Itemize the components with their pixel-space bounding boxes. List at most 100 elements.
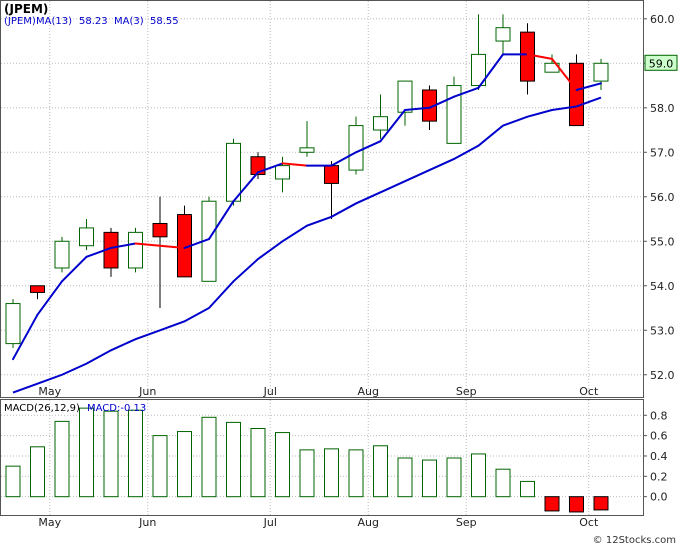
price-tick-label: 56.0	[650, 191, 675, 204]
ma3-segment	[232, 171, 259, 203]
ma3-segment	[61, 255, 88, 283]
ma3-segment	[355, 140, 382, 154]
macd-legend-label: MACD(26,12,9)	[4, 403, 80, 414]
macd-bar	[520, 480, 535, 498]
ma3-segment	[404, 106, 431, 112]
ma3-segment	[36, 280, 63, 316]
macd-bar	[471, 453, 486, 498]
last-price-box	[644, 54, 678, 71]
macd-bar-series	[5, 407, 609, 513]
x-axis-labels-price: May Jun Jul Aug Sep Oct	[38, 385, 599, 398]
macd-bar	[348, 449, 364, 498]
candle-body	[471, 53, 486, 87]
ma3-segment	[477, 53, 504, 89]
macd-y-ticks: 0.0 0.2 0.4 0.6 0.8	[643, 409, 668, 504]
price-panel-frame	[0, 0, 644, 398]
candle-body	[30, 285, 45, 293]
price-tick-label: 58.0	[650, 102, 675, 115]
price-tick-label: 54.0	[650, 280, 675, 293]
price-title: (JPEM)	[4, 2, 48, 16]
candle-body	[275, 165, 290, 180]
macd-bar	[5, 465, 21, 498]
last-price-value: 59.0	[649, 57, 674, 70]
macd-tick-label: 0.4	[650, 450, 668, 463]
macd-bar	[250, 427, 266, 498]
x-tick-label: Aug	[358, 516, 379, 529]
macd-legend-value: MACD:-0.13	[87, 403, 146, 414]
candle-body	[446, 85, 462, 144]
ma3-segment	[575, 82, 602, 91]
candle-body	[569, 62, 584, 127]
macd-bar	[128, 409, 143, 498]
ma3-segment	[257, 162, 284, 174]
macd-bar	[544, 496, 560, 512]
macd-bar	[299, 449, 315, 498]
candle-body	[324, 165, 339, 184]
price-tick-label: 52.0	[650, 369, 675, 382]
ma13-line	[12, 96, 602, 394]
candle-body	[495, 27, 511, 42]
candle-body	[397, 80, 413, 113]
macd-tick-label: 0.2	[650, 470, 668, 483]
candle-body	[593, 62, 609, 82]
ma3-segment	[12, 313, 39, 361]
candle-body	[299, 147, 315, 153]
x-tick-label: Sep	[456, 516, 477, 529]
ma13-legend-value: 58.23	[79, 16, 108, 27]
candle-body	[226, 142, 241, 202]
macd-bar	[54, 420, 70, 498]
candle-body	[520, 31, 535, 82]
ma3-segment	[526, 53, 553, 60]
moving-average-lines	[12, 53, 602, 394]
candle-body	[152, 222, 168, 238]
macd-bar	[275, 432, 290, 498]
candle-body	[128, 231, 143, 269]
candle-body	[348, 125, 364, 171]
macd-bar	[324, 448, 339, 498]
watermark: © 12Stocks.com	[593, 535, 676, 546]
price-tick-label: 57.0	[650, 146, 675, 159]
macd-bar	[103, 410, 119, 498]
macd-bar	[226, 421, 241, 498]
candle-body	[54, 240, 70, 269]
price-tick-label: 53.0	[650, 324, 675, 337]
macd-bar	[30, 446, 45, 498]
x-tick-label: Jul	[263, 385, 277, 398]
macd-bar	[79, 407, 94, 498]
x-tick-label: Aug	[358, 385, 379, 398]
ma3-segment	[85, 246, 112, 258]
ma3-segment	[134, 242, 161, 247]
x-tick-label: Jun	[138, 516, 156, 529]
macd-bar	[152, 435, 168, 498]
ma3-segment	[379, 109, 406, 143]
macd-bar	[373, 445, 388, 498]
candle-body	[5, 303, 21, 345]
ma3-segment	[281, 162, 308, 167]
macd-grid	[1, 400, 643, 515]
x-tick-label: Jul	[263, 516, 277, 529]
price-tick-label: 55.0	[650, 235, 675, 248]
ma13-legend-label: MA(13)	[36, 16, 72, 27]
price-ticker-tag: (JPEM)	[4, 16, 36, 27]
candlestick-series	[5, 14, 609, 349]
candle-body	[373, 116, 388, 131]
macd-tick-label: 0.8	[650, 409, 668, 422]
x-tick-label: May	[38, 385, 61, 398]
ma3-segment	[453, 86, 480, 98]
x-axis-labels-macd: May Jun Jul Aug Sep Oct	[38, 516, 599, 529]
ma3-legend-value: 58.55	[150, 16, 179, 27]
macd-bar	[422, 459, 437, 498]
x-tick-label: Oct	[579, 516, 599, 529]
ma3-segment	[330, 151, 357, 167]
price-grid	[1, 1, 643, 397]
ma3-segment	[159, 244, 186, 249]
candle-body	[79, 227, 94, 247]
macd-bar	[569, 496, 584, 513]
macd-tick-label: 0.6	[650, 430, 668, 443]
ma3-segment	[551, 57, 578, 91]
price-tick-label: 60.0	[650, 13, 675, 26]
ma3-legend-label: MA(3)	[114, 16, 144, 27]
x-tick-label: May	[38, 516, 61, 529]
macd-bar	[177, 431, 192, 498]
